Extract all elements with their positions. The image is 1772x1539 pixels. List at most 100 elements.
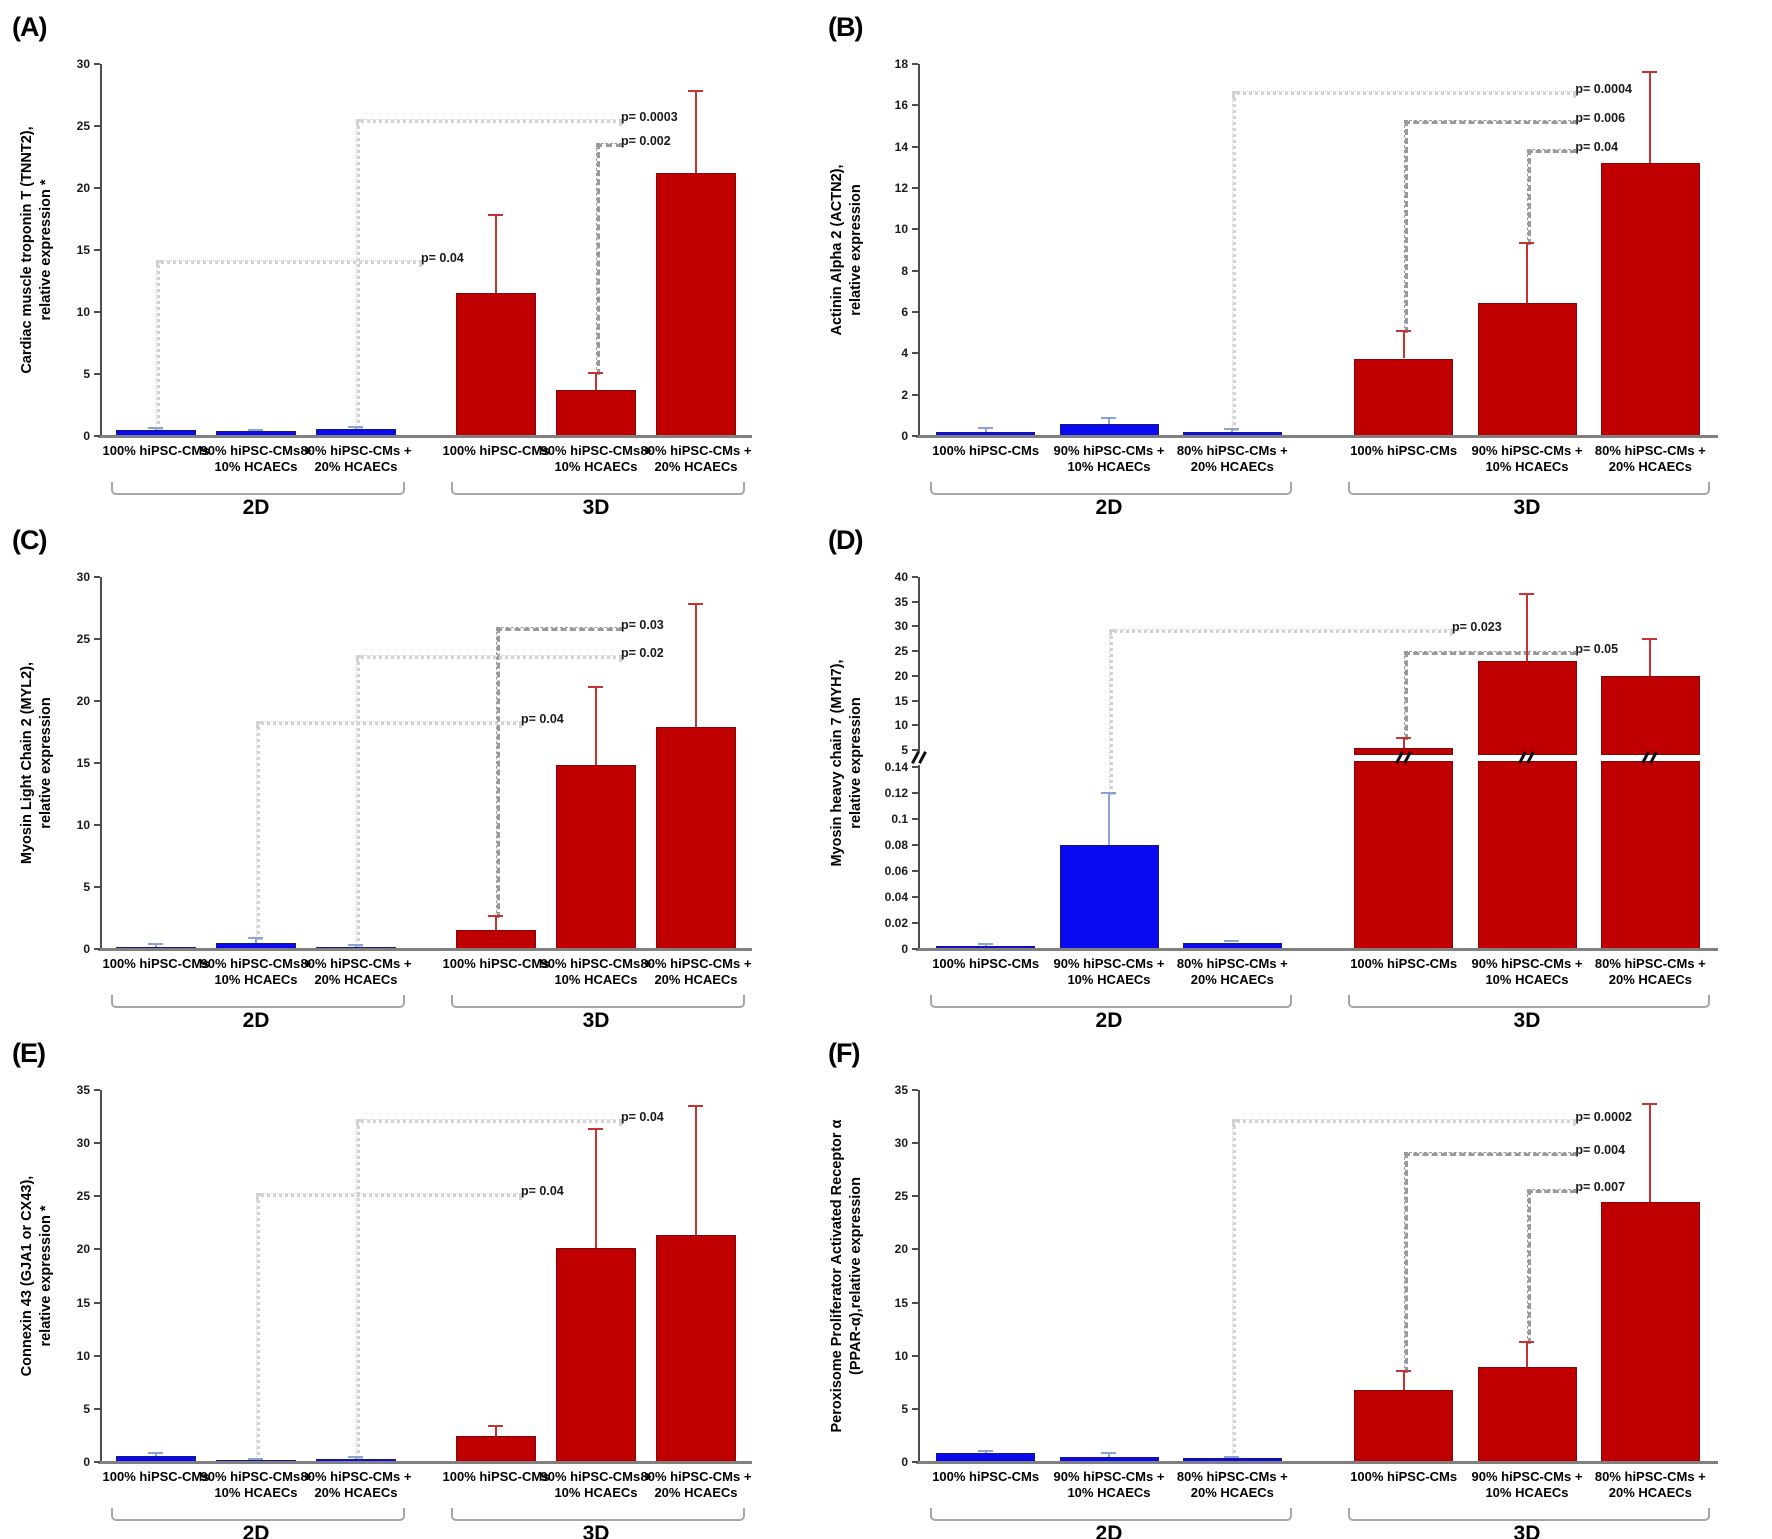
y-tick-label: 0 [83,1455,90,1469]
p-value-line [496,626,622,631]
p-value-dropline [156,259,160,430]
error-bar-cap [248,1457,263,1460]
y-tick [94,576,100,578]
y-tick [912,896,918,898]
y-tick-label: 6 [901,305,908,319]
p-value-dropline [356,118,360,429]
p-value-line [1403,1151,1577,1156]
p-value-line [356,1118,622,1123]
p-value-label: p= 0.04 [421,250,464,265]
category-label: 100% hiPSC-CMs [932,956,1040,971]
y-tick [94,1407,100,1410]
group-bracket [111,1508,405,1521]
panel-A: (A) Cardiac muscle troponin T (TNNT2), re… [0,0,800,519]
error-bar [495,215,497,294]
category-label: 100% hiPSC-CMs [102,1469,210,1484]
p-value-label: p= 0.0004 [1575,81,1632,96]
p-value-label: p= 0.04 [621,1109,664,1124]
y-tick [912,766,918,768]
bar [1354,1389,1454,1462]
category-label: 80% hiPSC-CMs + 20% HCAECs [1176,1469,1288,1500]
y-tick [912,749,918,751]
bar-lower-segment [1477,761,1577,949]
bar [456,1436,536,1462]
p-value-dropline [1527,148,1531,245]
p-value-dropline [1403,1151,1408,1373]
y-tick [94,311,100,313]
y-tick [912,625,918,628]
error-bar [1526,242,1528,303]
y-tick-label: 0.14 [884,760,908,774]
bar-lower-segment [1354,761,1454,949]
y-tick-label: 35 [894,1083,908,1097]
group-label: 2D [242,496,270,519]
y-tick-label: 25 [76,632,90,646]
error-bar [1108,418,1110,424]
bar [556,1248,636,1462]
y-tick-label: 5 [83,880,90,894]
y-tick-label: 5 [83,367,90,381]
bar-lower-segment [1600,761,1700,949]
y-tick [94,1248,100,1251]
group-bracket [930,1508,1292,1521]
y-tick-label: 0.04 [884,890,908,904]
error-bar [595,1129,597,1249]
p-value-dropline [256,720,260,940]
y-tick [94,638,100,640]
p-value-line [1232,90,1577,95]
y-axis-title: Myosin heavy chain 7 (MYH7), relative ex… [829,659,864,867]
error-bar [355,1456,357,1459]
error-bar [495,1425,497,1437]
category-label: 90% hiPSC-CMs + 10% HCAECs [1053,1469,1165,1500]
y-axis-line [918,1090,920,1462]
bar [456,930,536,949]
error-bar-cap [1101,792,1116,794]
p-value-label: p= 0.04 [521,1184,564,1199]
error-bar-cap [1224,940,1240,943]
x-axis-line [916,435,1718,438]
error-bar-cap [1642,1102,1658,1105]
y-tick-label: 5 [901,743,908,757]
p-value-line [356,118,622,123]
y-tick-label: 0.02 [884,916,908,930]
y-tick [94,886,100,888]
y-axis-line [918,64,920,436]
y-tick [94,762,100,764]
error-bar [355,426,357,430]
y-tick-label: 0.06 [884,864,908,878]
bar [1600,163,1700,436]
y-tick-label: 10 [76,1348,90,1363]
error-bar-cap [148,943,163,946]
y-tick [912,228,918,231]
y-tick [912,724,918,727]
category-label: 100% hiPSC-CMs [1350,443,1458,458]
group-bracket [1348,995,1710,1008]
y-tick [912,576,918,578]
error-bar [155,1452,157,1457]
panel-letter: (D) [828,525,863,555]
error-bar-cap [1395,736,1411,739]
bar [1354,358,1454,436]
category-label: 90% hiPSC-CMs + 10% HCAECs [200,1469,312,1500]
category-label: 100% hiPSC-CMs [102,443,210,458]
y-tick-label: 25 [76,119,90,133]
y-tick [94,1089,100,1091]
y-tick [912,1195,918,1198]
bar [556,765,636,949]
y-axis-title: Actinin Alpha 2 (ACTN2), relative expres… [829,164,864,336]
group-bracket [451,482,745,495]
y-tick-label: 25 [76,1189,90,1204]
group-label: 2D [242,1522,270,1539]
category-label: 90% hiPSC-CMs + 10% HCAECs [540,443,652,474]
y-tick-label: 15 [894,693,908,708]
error-bar [984,427,987,432]
group-bracket [111,995,405,1008]
y-tick [912,311,918,313]
y-tick [912,650,918,653]
category-label: 80% hiPSC-CMs + 20% HCAECs [640,443,752,474]
y-tick-label: 2 [901,387,908,402]
error-bar [695,1105,697,1235]
panel-letter: (B) [828,12,863,42]
y-tick-label: 0 [901,942,908,956]
y-tick-label: 20 [894,668,908,683]
